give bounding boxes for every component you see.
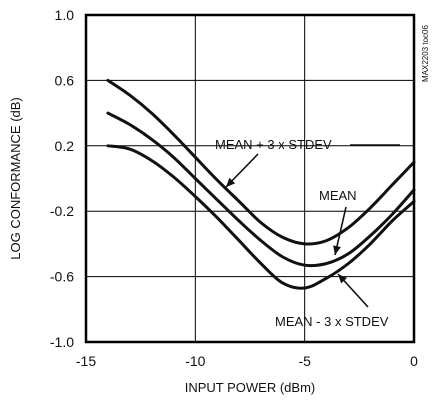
series-line-2 (106, 111, 416, 268)
figure-code: MAX2203 toc06 (421, 25, 430, 82)
label-mean-plus-3-stdev: MEAN + 3 x STDEV (215, 137, 332, 152)
y-tick-label: 1.0 (55, 7, 75, 23)
series-lines (106, 78, 416, 290)
label-mean: MEAN (319, 188, 357, 203)
series-annotations: MEAN + 3 x STDEV MEAN MEAN - 3 x STDEV (215, 137, 400, 329)
label-mean-minus-3-stdev: MEAN - 3 x STDEV (275, 314, 389, 329)
y-tick-label: -0.6 (50, 269, 74, 285)
y-tick-label: -1.0 (50, 334, 74, 350)
x-tick-label: -15 (76, 353, 96, 369)
y-tick-label: 0.2 (55, 138, 75, 154)
series-line-1 (106, 78, 416, 246)
plot-frame (84, 13, 416, 344)
arrowhead (226, 177, 236, 187)
y-tick-label: 0.6 (55, 72, 75, 88)
grid-lines (85, 14, 415, 343)
tick-labels: -15 -10 -5 0 -1.0 -0.6 -0.2 0.2 0.6 1.0 (50, 7, 418, 369)
x-tick-label: -10 (185, 353, 205, 369)
x-axis-label: INPUT POWER (dBm) (185, 380, 316, 395)
x-tick-label: 0 (410, 353, 418, 369)
x-tick-label: -5 (298, 353, 311, 369)
series-line-3 (106, 144, 416, 290)
arrowhead (338, 274, 348, 284)
arrowhead (333, 245, 341, 255)
y-axis-label: LOG CONFORMANCE (dB) (8, 97, 23, 260)
y-tick-label: -0.2 (50, 203, 74, 219)
